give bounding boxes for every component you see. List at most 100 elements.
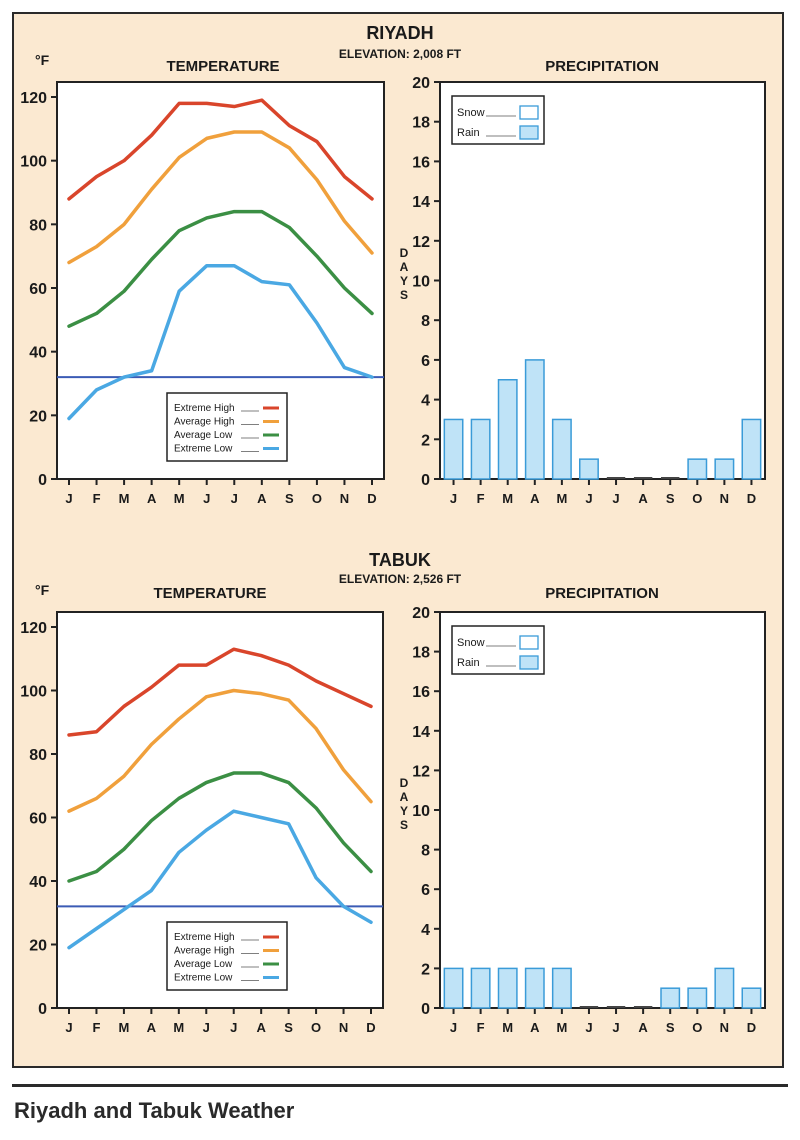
riyadh-precip-xtick-label: A [638, 491, 648, 506]
tabuk-temp-ytick-label: 20 [29, 938, 47, 955]
riyadh-temp-ytick-label: 40 [29, 345, 47, 362]
riyadh-temp-ytick-label: 60 [29, 281, 47, 298]
riyadh-precip-xtick-label: A [530, 491, 540, 506]
tabuk-precip-plot-area [439, 611, 766, 1009]
riyadh-precip-legend-label: Snow [457, 107, 485, 119]
tabuk-precip-ytick-label: 10 [412, 803, 430, 820]
tabuk-precip-rain-bar [443, 967, 464, 1009]
riyadh-precip-ytick-label: 16 [412, 154, 430, 171]
tabuk-temp-xtick-label: J [230, 1020, 237, 1035]
tabuk-precipitation-title: PRECIPITATION [545, 585, 659, 602]
tabuk-precip-rain-bar [524, 967, 545, 1009]
riyadh-temp-legend-label: Average High [174, 417, 234, 428]
tabuk-precip-rain-bar [470, 967, 491, 1009]
tabuk-temp-ytick-label: 120 [20, 620, 47, 637]
tabuk-temp-ytick-label: 0 [38, 1001, 47, 1018]
tabuk-precip-legend-label: Snow [457, 637, 485, 649]
riyadh-temp-xtick-label: N [340, 491, 349, 506]
tabuk-temp-series-extreme-low [67, 809, 373, 950]
page-title: Riyadh and Tabuk Weather [14, 1098, 295, 1123]
riyadh-temp-ytick-label: 100 [20, 154, 47, 171]
tabuk-precip-ytick-label: 18 [412, 645, 430, 662]
tabuk-temperature-unit: °F [35, 582, 50, 598]
riyadh-temp-ytick-label: 80 [29, 217, 47, 234]
riyadh-temp-xtick-label: J [203, 491, 210, 506]
riyadh-precip-xtick-label: F [477, 491, 485, 506]
riyadh-precip-xtick-label: D [747, 491, 756, 506]
riyadh-precip-xtick-label: S [666, 491, 675, 506]
riyadh-precip-legend-swatch-rain [519, 125, 539, 140]
riyadh-temp-series-extreme-low [67, 263, 374, 421]
riyadh-precip-ytick-label: 12 [412, 234, 430, 251]
tabuk-precip-ytick-label: 16 [412, 684, 430, 701]
riyadh-precip-xtick-label: M [502, 491, 513, 506]
tabuk-temp-ytick-label: 40 [29, 874, 47, 891]
riyadh-precip-xtick-label: J [612, 491, 619, 506]
riyadh-temp-xtick-label: J [231, 491, 238, 506]
riyadh-temp-xtick-label: F [93, 491, 101, 506]
tabuk-precip-ytick-label: 2 [421, 961, 430, 978]
tabuk-temp-ytick-label: 60 [29, 811, 47, 828]
tabuk-temp-xtick-label: F [92, 1020, 100, 1035]
tabuk-elevation: ELEVATION: 2,526 FT [338, 572, 462, 586]
riyadh-precip-ytick-label: 6 [421, 353, 430, 370]
tabuk-precip-rain-bar [741, 987, 762, 1009]
riyadh-precip-legend-swatch-snow [519, 105, 539, 120]
tabuk-city-title: TABUK [369, 550, 431, 570]
tabuk-temp-xtick-label: N [339, 1020, 348, 1035]
riyadh-precip-xtick-label: O [692, 491, 702, 506]
tabuk-temp-legend-label: Extreme High [174, 932, 235, 943]
riyadh-precipitation-title: PRECIPITATION [545, 58, 659, 75]
riyadh-precip-rain-bar [551, 418, 572, 480]
riyadh-temperature-title: TEMPERATURE [166, 58, 280, 75]
riyadh-temp-legend-label: Average Low [174, 430, 233, 441]
riyadh-temp-xtick-label: O [312, 491, 322, 506]
tabuk-temp-ytick-label: 100 [20, 684, 47, 701]
bottom-divider [12, 1084, 788, 1087]
riyadh-precip-legend-label: Rain [457, 127, 480, 139]
tabuk-precip-rain-bar [551, 967, 572, 1009]
tabuk-temp-legend-label: Extreme Low [174, 973, 233, 984]
tabuk-temp-xtick-label: J [65, 1020, 72, 1035]
tabuk-precip-xtick-label: N [720, 1020, 729, 1035]
tabuk-precip-xtick-label: O [692, 1020, 702, 1035]
riyadh-precip-rain-bar [687, 458, 708, 480]
tabuk-temp-xtick-label: A [256, 1020, 266, 1035]
riyadh-temperature-unit: °F [35, 52, 50, 68]
riyadh-precip-xtick-label: M [556, 491, 567, 506]
riyadh-precip-rain-bar [579, 458, 599, 480]
riyadh-temp-ytick-label: 120 [20, 90, 47, 107]
riyadh-precip-rain-bar [741, 418, 762, 480]
tabuk-precip-days-label: D A Y S [399, 776, 409, 832]
tabuk-precip-xtick-label: S [666, 1020, 675, 1035]
riyadh-precip-rain-bar [714, 458, 735, 480]
tabuk-temp-series-average-low [67, 771, 373, 883]
tabuk-precip-xtick-label: J [612, 1020, 619, 1035]
tabuk-precip-xtick-label: D [747, 1020, 756, 1035]
tabuk-temperature-title: TEMPERATURE [153, 585, 267, 602]
tabuk-precip-rain-bar [497, 967, 518, 1009]
tabuk-temp-xtick-label: J [203, 1020, 210, 1035]
riyadh-precip-plot-area [439, 81, 766, 480]
tabuk-precip-ytick-label: 12 [412, 763, 430, 780]
riyadh-temp-ytick-label: 20 [29, 408, 47, 425]
tabuk-precip-xtick-label: M [502, 1020, 513, 1035]
tabuk-temp-series-average-high [67, 688, 373, 813]
riyadh-elevation: ELEVATION: 2,008 FT [338, 47, 462, 61]
riyadh-precip-rain-bar [470, 418, 491, 480]
tabuk-temp-xtick-label: D [366, 1020, 375, 1035]
tabuk-precip-xtick-label: A [530, 1020, 540, 1035]
tabuk-precip-legend-swatch-rain [519, 655, 539, 670]
tabuk-temp-series-extreme-high [67, 647, 373, 737]
tabuk-precip-xtick-label: J [585, 1020, 592, 1035]
riyadh-precip-ytick-label: 8 [421, 313, 430, 330]
tabuk-temp-legend-label: Average High [174, 946, 234, 957]
riyadh-temp-xtick-label: M [119, 491, 130, 506]
riyadh-temp-xtick-label: A [257, 491, 267, 506]
riyadh-temp-xtick-label: J [65, 491, 72, 506]
riyadh-precip-ytick-label: 14 [412, 194, 430, 211]
riyadh-temp-ytick-label: 0 [38, 472, 47, 489]
tabuk-precip-xtick-label: F [477, 1020, 485, 1035]
